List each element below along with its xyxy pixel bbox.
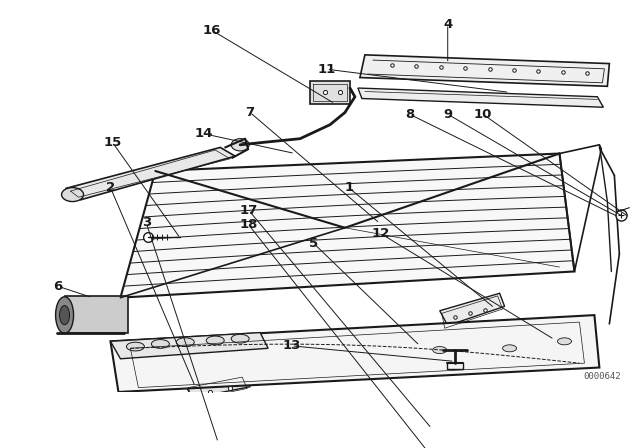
Text: 13: 13 — [282, 339, 300, 352]
Text: 5: 5 — [309, 237, 318, 250]
Ellipse shape — [433, 347, 447, 353]
Text: 11: 11 — [317, 63, 335, 76]
Polygon shape — [65, 147, 235, 200]
Ellipse shape — [61, 188, 83, 202]
Text: 4: 4 — [443, 17, 452, 30]
Polygon shape — [358, 88, 604, 107]
Text: 8: 8 — [404, 108, 414, 121]
Ellipse shape — [127, 342, 145, 351]
Ellipse shape — [231, 139, 249, 151]
Ellipse shape — [60, 306, 70, 325]
Text: 15: 15 — [103, 136, 122, 149]
Text: 12: 12 — [372, 227, 390, 240]
Text: 2: 2 — [106, 181, 115, 194]
Polygon shape — [440, 293, 504, 326]
Ellipse shape — [557, 338, 572, 345]
Polygon shape — [360, 55, 609, 86]
Text: 7: 7 — [245, 106, 254, 119]
Text: 17: 17 — [239, 203, 258, 216]
Polygon shape — [120, 154, 575, 297]
Ellipse shape — [176, 338, 195, 347]
Ellipse shape — [231, 334, 249, 343]
FancyBboxPatch shape — [65, 296, 129, 332]
Text: 14: 14 — [195, 127, 213, 140]
Text: 18: 18 — [239, 218, 258, 231]
Text: 10: 10 — [474, 108, 492, 121]
Polygon shape — [186, 375, 250, 398]
Polygon shape — [111, 332, 268, 359]
Text: 3: 3 — [141, 216, 151, 229]
Ellipse shape — [206, 336, 224, 345]
Text: 6: 6 — [54, 280, 63, 293]
Ellipse shape — [152, 340, 170, 348]
Ellipse shape — [502, 345, 516, 352]
Text: 1: 1 — [344, 181, 353, 194]
Text: 16: 16 — [202, 24, 221, 37]
Text: 0000642: 0000642 — [584, 372, 621, 381]
Polygon shape — [111, 315, 600, 392]
Ellipse shape — [181, 431, 255, 448]
Ellipse shape — [56, 297, 74, 333]
Polygon shape — [310, 81, 350, 104]
Text: 9: 9 — [443, 108, 452, 121]
